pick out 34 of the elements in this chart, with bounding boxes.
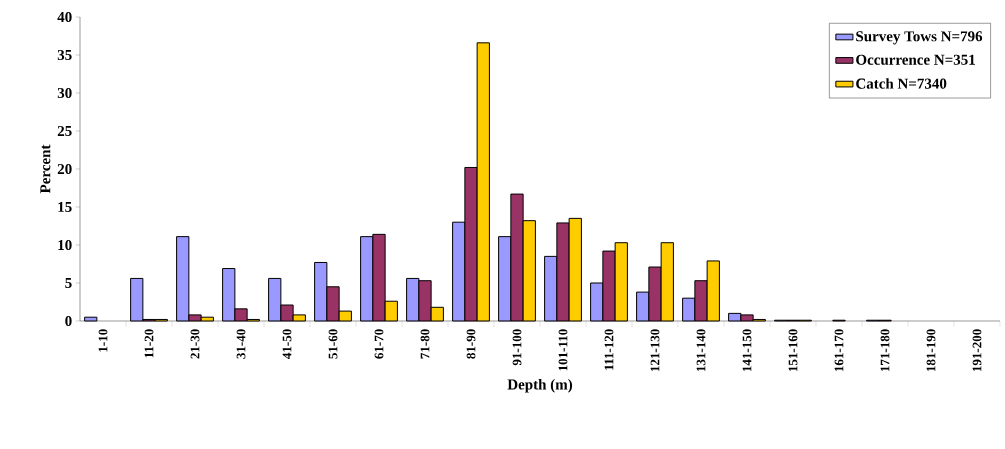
- x-tick-label: 1-10: [98, 329, 108, 352]
- x-tick-label: 91-100: [512, 329, 522, 366]
- x-tick-label: 31-40: [236, 329, 246, 359]
- y-tick-label: 0: [65, 315, 72, 327]
- x-tick-label: 71-80: [420, 329, 430, 359]
- x-tick-label: 101-110: [558, 329, 568, 371]
- x-tick-label: 81-90: [466, 329, 476, 359]
- x-tick-label: 161-170: [834, 329, 844, 372]
- x-tick-label: 171-180: [880, 329, 890, 372]
- x-tick-label: 131-140: [696, 329, 706, 372]
- y-tick-label: 20: [57, 163, 72, 175]
- x-tick-label: 121-130: [650, 329, 660, 372]
- x-tick-label: 61-70: [374, 329, 384, 359]
- y-axis-title: Percent: [40, 144, 51, 194]
- y-tick-label: 30: [57, 87, 72, 99]
- legend-label: Survey Tows N=796: [856, 31, 983, 45]
- y-tick-label: 35: [57, 49, 72, 61]
- legend-label: Occurrence N=351: [856, 54, 975, 65]
- x-tick-label: 151-160: [788, 329, 798, 372]
- y-tick-label: 15: [58, 201, 72, 213]
- x-tick-label: 111-120: [604, 329, 614, 370]
- x-tick-label: 191-200: [972, 329, 982, 372]
- x-tick-label: 141-150: [742, 329, 752, 372]
- y-tick-label: 10: [58, 239, 72, 251]
- y-tick-label: 5: [65, 278, 72, 288]
- x-tick-label: 51-60: [328, 329, 338, 359]
- x-axis-title: Depth (m): [507, 378, 573, 393]
- x-tick-label: 11-20: [144, 329, 154, 358]
- x-tick-label: 181-190: [926, 329, 936, 372]
- legend-label: Catch N=7340: [856, 78, 947, 89]
- y-tick-label: 25: [57, 125, 72, 137]
- x-tick-label: 21-30: [190, 329, 200, 359]
- y-tick-label: 40: [57, 11, 72, 23]
- x-tick-label: 41-50: [282, 329, 292, 359]
